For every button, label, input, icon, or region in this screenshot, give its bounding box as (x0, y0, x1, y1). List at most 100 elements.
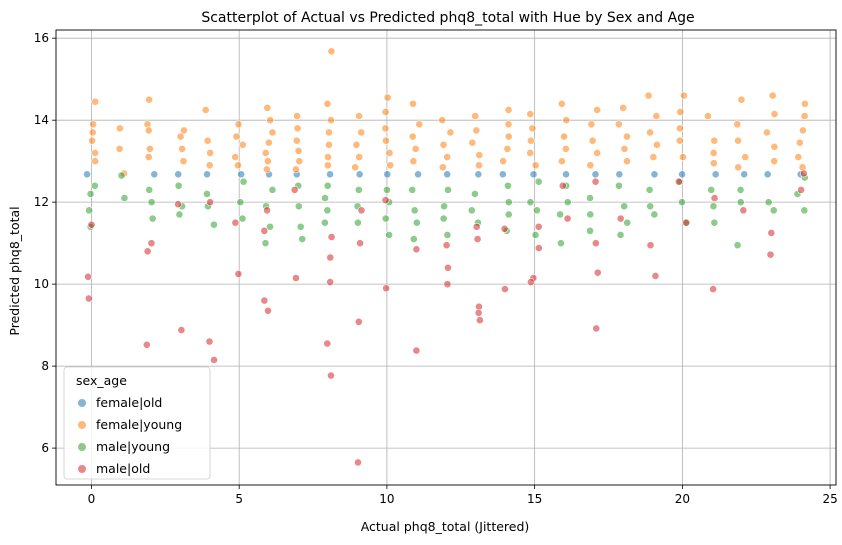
data-point (115, 144, 124, 153)
data-point (526, 149, 535, 157)
data-point (237, 170, 246, 179)
data-point (409, 99, 417, 108)
data-point (414, 170, 422, 179)
legend-marker (78, 465, 86, 473)
data-point (472, 222, 481, 231)
data-point (678, 198, 686, 207)
data-point (144, 126, 153, 135)
legend-title: sex_age (76, 373, 127, 388)
series-male-old (84, 169, 808, 467)
data-point (382, 284, 390, 293)
data-point (527, 278, 535, 286)
data-point (801, 99, 809, 108)
legend-box (63, 366, 211, 480)
data-point (147, 239, 156, 248)
data-point (676, 124, 684, 133)
data-point (357, 128, 366, 137)
data-point (201, 106, 210, 114)
data-point (649, 153, 658, 161)
data-point (83, 170, 91, 179)
data-point (147, 198, 156, 207)
data-point (471, 190, 479, 198)
data-point (768, 91, 777, 100)
data-point (704, 112, 712, 120)
data-point (682, 218, 690, 227)
data-point (591, 239, 600, 248)
data-point (150, 170, 159, 179)
data-point (261, 149, 270, 157)
data-point (623, 157, 631, 166)
data-point (381, 108, 390, 116)
data-point (646, 202, 655, 211)
data-point (504, 120, 513, 129)
y-tick-label: 14 (34, 113, 49, 127)
data-point (770, 157, 779, 166)
data-point (443, 231, 452, 239)
data-point (408, 132, 417, 141)
data-point (234, 269, 243, 278)
data-point (321, 194, 329, 202)
data-point (531, 161, 540, 170)
data-point (327, 371, 335, 380)
data-point (438, 116, 447, 125)
data-point (529, 170, 538, 179)
data-point (592, 324, 601, 333)
data-point (232, 132, 241, 141)
plot-frame (55, 29, 837, 486)
data-point (475, 316, 484, 325)
data-point (415, 120, 424, 129)
data-point (646, 241, 655, 250)
y-tick-label: 16 (34, 31, 49, 45)
legend-label: female|old (96, 395, 162, 410)
data-point (438, 163, 447, 172)
data-point (498, 170, 507, 179)
data-point (439, 214, 448, 223)
data-point (326, 170, 334, 179)
data-point (385, 149, 394, 157)
data-point (560, 132, 568, 141)
data-point (351, 163, 360, 172)
data-point (534, 244, 543, 252)
data-point (298, 235, 307, 243)
data-point (680, 91, 688, 100)
x-tick-label: 15 (527, 492, 542, 506)
data-point (710, 218, 719, 227)
data-point (91, 97, 100, 106)
data-point (144, 153, 153, 161)
data-point (615, 181, 623, 190)
data-point (534, 177, 543, 186)
data-point (292, 136, 301, 145)
data-point (176, 132, 185, 141)
data-point (651, 272, 660, 280)
data-point (679, 153, 687, 161)
data-point (177, 326, 186, 334)
data-point (327, 116, 335, 125)
data-point (412, 346, 421, 355)
data-point (763, 170, 772, 179)
data-point (557, 239, 565, 248)
data-point (292, 165, 300, 174)
legend-label: male|old (96, 461, 150, 476)
data-point (616, 231, 625, 239)
data-point (474, 308, 483, 317)
data-point (354, 218, 362, 227)
data-point (260, 226, 269, 235)
data-point (326, 278, 335, 286)
data-point (383, 93, 392, 102)
data-point (356, 239, 364, 248)
data-point (145, 95, 153, 104)
data-point (383, 185, 391, 194)
data-point (766, 250, 775, 259)
data-point (442, 241, 451, 250)
data-point (528, 124, 537, 133)
data-point (325, 140, 333, 149)
data-point (268, 128, 277, 137)
data-point (296, 222, 305, 231)
data-point (238, 214, 247, 223)
data-point (591, 170, 600, 179)
data-point (676, 108, 685, 116)
x-tick-label: 20 (675, 492, 690, 506)
data-point (468, 138, 477, 147)
data-point (120, 194, 129, 202)
